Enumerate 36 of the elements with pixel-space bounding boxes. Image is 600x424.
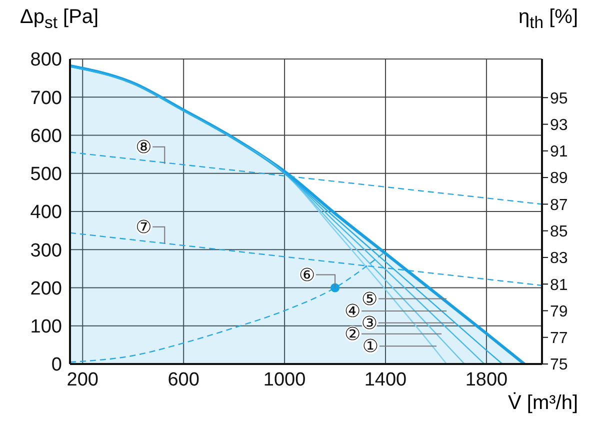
y2-tick-label: 91 xyxy=(550,144,568,161)
x-axis-title: V̇ [m³/h] xyxy=(508,392,578,415)
y2-tick-label: 81 xyxy=(550,276,568,294)
y2-tick-label: 77 xyxy=(550,330,568,348)
annotation: ⑧ xyxy=(136,136,152,157)
y-axis-title: Δp$_{st}$ [Pa] xyxy=(20,6,99,33)
y-tick-label: 400 xyxy=(30,202,62,224)
y-tick-label: 700 xyxy=(30,88,62,109)
y2-tick-label: 75 xyxy=(550,356,568,374)
y-tick-label: 800 xyxy=(30,50,62,71)
annotation: ⑤ xyxy=(362,288,378,309)
y-tick-label: 500 xyxy=(30,164,62,186)
y-tick-label: 600 xyxy=(30,126,62,147)
y2-tick-label: 89 xyxy=(550,170,568,188)
annotation: ③ xyxy=(361,312,378,333)
y2-tick-label: 85 xyxy=(550,223,568,240)
x-tick-label: 1800 xyxy=(465,369,508,390)
y2-tick-label: 87 xyxy=(550,196,568,214)
annotation: ⑥ xyxy=(298,264,316,285)
y-tick-label: 300 xyxy=(30,240,62,262)
y2-tick-label: 83 xyxy=(550,250,568,268)
y-tick-label: 100 xyxy=(30,316,62,338)
x-tick-label: 1400 xyxy=(364,369,407,390)
annotation: ② xyxy=(344,324,361,344)
y2-tick-label: 95 xyxy=(550,90,568,108)
y-tick-label: 200 xyxy=(30,278,62,300)
annotation: ④ xyxy=(344,301,361,322)
x-tick-label: 600 xyxy=(168,369,200,390)
annotation: ① xyxy=(362,336,379,356)
y2-axis-title: η$_{th}$ [%] xyxy=(518,6,578,33)
x-tick-label: 1000 xyxy=(263,369,306,390)
y2-tick-label: 93 xyxy=(550,116,568,134)
y-tick-label: 0 xyxy=(51,354,62,376)
y2-tick-label: 79 xyxy=(550,303,568,320)
x-tick-label: 200 xyxy=(66,369,98,390)
annotation: ⑦ xyxy=(136,216,152,237)
